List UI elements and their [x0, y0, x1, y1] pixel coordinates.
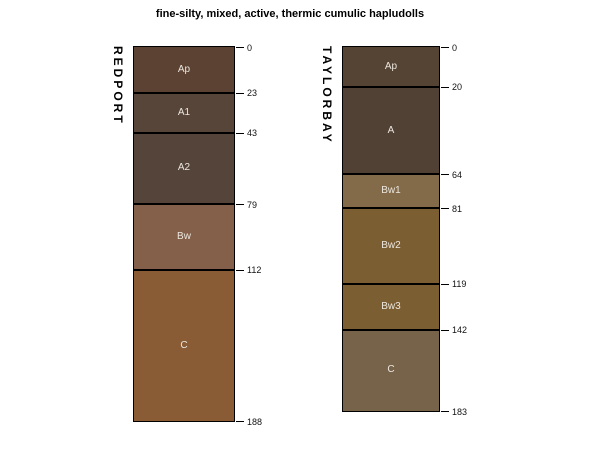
depth-tick	[441, 411, 449, 413]
horizon-name-label: Bw1	[381, 185, 401, 197]
depth-tick-label: 0	[247, 42, 253, 53]
horizon-rect	[134, 47, 234, 93]
depth-tick	[236, 269, 244, 271]
profile-id-label: TAYLORBAY	[320, 46, 334, 145]
profile-column: Ap A Bw1 Bw2 Bw3 C	[342, 46, 440, 413]
horizon-name-label: Bw3	[381, 300, 401, 312]
depth-tick	[236, 92, 244, 94]
horizon-boundary-line	[343, 173, 439, 176]
profile-id-label: REDPORT	[111, 46, 125, 126]
horizon-name-label: A	[387, 124, 395, 136]
depth-tick	[441, 86, 449, 88]
profile-column: Ap A1 A2 Bw C	[133, 46, 235, 423]
horizon-boundary-line	[343, 207, 439, 210]
horizon-rect	[343, 86, 439, 175]
depth-tick	[441, 208, 449, 210]
depth-tick-label: 188	[247, 416, 263, 427]
horizon-name-label: A1	[177, 106, 191, 118]
horizon-name-label: Ap	[177, 63, 191, 75]
horizon-rect	[134, 132, 234, 205]
horizon-boundary-line	[343, 282, 439, 285]
horizon-name-label: Bw2	[381, 240, 401, 251]
horizon-boundary-line	[134, 91, 234, 94]
horizon-rect	[343, 174, 439, 209]
depth-tick	[236, 132, 244, 134]
horizon-name-label: Ap	[384, 60, 398, 72]
depth-tick-label: 20	[452, 82, 463, 93]
depth-tick-label: 43	[247, 128, 258, 139]
depth-tick-label: 142	[452, 325, 468, 336]
horizon-name-label: A2	[177, 162, 191, 174]
horizon-boundary-line	[343, 85, 439, 88]
depth-tick-label: 183	[452, 406, 468, 417]
depth-tick	[441, 329, 449, 331]
horizon-boundary-line	[134, 203, 234, 206]
horizon-boundary-line	[134, 131, 234, 134]
depth-tick	[236, 204, 244, 206]
profile-group-redport: Ap A1 A2 Bw C 0 23 43 79 112 188	[133, 42, 293, 432]
depth-tick-label: 23	[247, 88, 258, 99]
horizon-rect	[343, 47, 439, 87]
depth-tick-label: 119	[452, 279, 467, 290]
horizon-rect	[134, 269, 234, 422]
horizon-boundary-line	[134, 268, 234, 271]
profile-group-taylorbay: Ap A Bw1 Bw2 Bw3 C 0 20 64 81 119 142 183	[342, 42, 498, 422]
depth-tick-label: 112	[247, 265, 262, 276]
horizon-rect	[343, 283, 439, 330]
depth-tick	[441, 47, 449, 48]
horizon-name-label: Bw	[177, 231, 191, 243]
depth-tick-label: 0	[452, 42, 458, 53]
horizon-name-label: C	[387, 364, 395, 376]
horizon-rect	[134, 204, 234, 270]
depth-tick-label: 81	[452, 203, 463, 214]
horizon-boundary-line	[343, 328, 439, 331]
depth-tick	[236, 421, 244, 423]
depth-tick	[441, 283, 449, 285]
horizon-rect	[343, 208, 439, 284]
horizon-rect	[134, 92, 234, 133]
depth-tick	[441, 174, 449, 176]
depth-tick-label: 64	[452, 169, 463, 180]
depth-tick	[236, 47, 244, 48]
chart-title: fine-silty, mixed, active, thermic cumul…	[155, 8, 425, 20]
horizon-name-label: C	[180, 339, 188, 351]
depth-tick-label: 79	[247, 199, 258, 210]
horizon-rect	[343, 329, 439, 412]
